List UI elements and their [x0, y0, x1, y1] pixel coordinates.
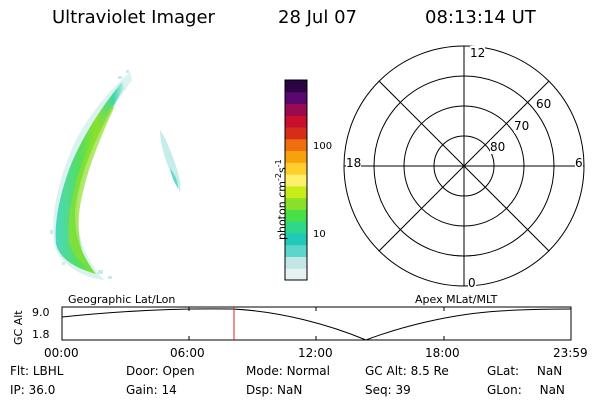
app-title: Ultraviolet Imager [52, 7, 215, 28]
info-seq-label: Seq: [365, 383, 392, 397]
colorbar-band [285, 80, 307, 93]
info-mode: Mode: Normal [246, 364, 330, 378]
timeline-left-title: Geographic Lat/Lon [68, 293, 176, 306]
aurora-speckle [50, 70, 129, 279]
gc-alt-curve [61, 308, 572, 341]
timeline-xtick-1200: 12:00 [298, 346, 333, 360]
info-dsp: Dsp: NaN [246, 383, 302, 397]
colorbar-band [285, 185, 307, 199]
info-mode-label: Mode: [246, 364, 283, 378]
colorbar-band [285, 127, 307, 140]
colorbar-band [285, 197, 307, 210]
timeline-xtick-0000: 00:00 [44, 346, 79, 360]
timeline-ytick-top: 9.0 [32, 306, 50, 319]
colorbar-band [285, 91, 307, 105]
info-glon-value: NaN [539, 383, 565, 397]
info-flt: Flt: LBHL [10, 364, 63, 378]
info-ip-value: 36.0 [28, 383, 56, 397]
aurora-arc-core [68, 104, 114, 266]
colorbar-band [285, 232, 307, 246]
info-gain-label: Gain: [126, 383, 158, 397]
info-ip-label: IP: [10, 383, 25, 397]
info-mode-value: Normal [286, 364, 330, 378]
info-gcalt-value: 8.5 Re [410, 364, 449, 378]
colorbar-band [285, 162, 307, 175]
colorbar-band [285, 150, 307, 163]
info-glon-label: GLon: [487, 383, 522, 397]
info-glon: GLon: NaN [487, 383, 565, 397]
info-ip: IP: 36.0 [10, 383, 55, 397]
colorbar-band [285, 209, 307, 222]
colorbar-tick-100: 100 [313, 141, 333, 152]
colorbar-band [285, 268, 307, 281]
info-seq-value: 39 [395, 383, 411, 397]
timeline-xtick-1800: 18:00 [425, 346, 460, 360]
info-seq: Seq: 39 [365, 383, 411, 397]
timeline-xtick-0600: 06:00 [170, 346, 205, 360]
info-flt-label: Flt: [10, 364, 29, 378]
colorbar-frame [284, 79, 308, 281]
info-glat-label: GLat: [487, 364, 520, 378]
info-gcalt-label: GC Alt: [365, 364, 407, 378]
mlat-label-60: 60 [536, 97, 552, 111]
info-gain: Gain: 14 [126, 383, 177, 397]
info-gcalt: GC Alt: 8.5 Re [365, 364, 449, 378]
mlat-label-70: 70 [514, 119, 530, 133]
colorbar-band [285, 138, 307, 152]
date-label: 28 Jul 07 [278, 7, 357, 28]
info-dsp-value: NaN [276, 383, 303, 397]
mlt-label-0: 0 [468, 276, 476, 290]
info-door-label: Door: [126, 364, 159, 378]
info-glat-value: NaN [536, 364, 563, 378]
timeline-xtick-2359: 23:59 [553, 346, 588, 360]
timeline-right-title: Apex MLat/MLT [415, 293, 498, 306]
mlt-label-12: 12 [470, 46, 486, 60]
colorbar-band [285, 256, 307, 269]
timeline-ticks [188, 307, 445, 340]
timeline-ytick-bottom: 1.8 [32, 328, 50, 341]
info-glat: GLat: NaN [487, 364, 562, 378]
colorbar-tick-10: 10 [313, 229, 326, 240]
colorbar [284, 79, 308, 281]
info-gain-value: 14 [161, 383, 177, 397]
mlt-label-6: 6 [575, 156, 583, 170]
colorbar-band [285, 244, 307, 257]
mlt-label-18: 18 [346, 156, 362, 170]
time-label: 08:13:14 UT [425, 7, 536, 28]
mlat-label-80: 80 [490, 140, 506, 154]
info-dsp-label: Dsp: [246, 383, 274, 397]
aurora-patch [160, 130, 181, 192]
info-door: Door: Open [126, 364, 195, 378]
colorbar-band [285, 103, 307, 116]
diag-2 [378, 80, 550, 252]
info-door-value: Open [162, 364, 195, 378]
colorbar-band [285, 174, 307, 187]
colorbar-band [285, 221, 307, 234]
info-flt-value: LBHL [32, 364, 64, 378]
colorbar-band [285, 115, 307, 128]
